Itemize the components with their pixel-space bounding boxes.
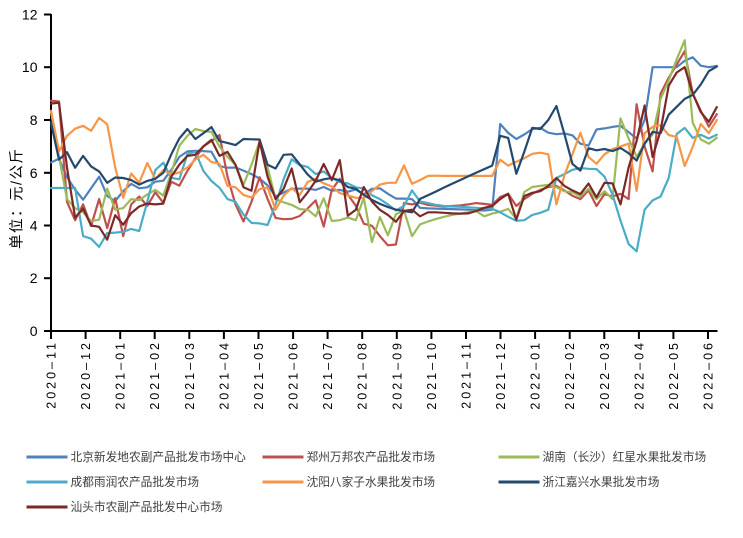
svg-text:2: 2: [30, 270, 38, 286]
svg-text:2021–05: 2021–05: [252, 340, 266, 410]
svg-text:郑州万邦农产品批发市场: 郑州万邦农产品批发市场: [307, 450, 436, 464]
svg-text:成都雨润农产品批发市场: 成都雨润农产品批发市场: [71, 475, 200, 489]
svg-text:2022–06: 2022–06: [702, 340, 716, 410]
svg-text:2021–08: 2021–08: [356, 340, 370, 410]
svg-text:2021–09: 2021–09: [390, 340, 404, 410]
svg-text:2021–10: 2021–10: [425, 340, 439, 410]
svg-text:2021–02: 2021–02: [148, 340, 162, 410]
svg-text:2020–12: 2020–12: [79, 340, 93, 410]
svg-text:2021–11: 2021–11: [460, 340, 474, 409]
svg-text:北京新发地农副产品批发市场中心: 北京新发地农副产品批发市场中心: [71, 450, 247, 464]
svg-text:汕头市农副产品批发中心市场: 汕头市农副产品批发中心市场: [71, 500, 223, 514]
svg-text:2021–03: 2021–03: [183, 340, 197, 410]
svg-text:4: 4: [30, 218, 38, 234]
svg-text:10: 10: [22, 59, 38, 75]
svg-text:12: 12: [22, 7, 38, 23]
svg-text:浙江嘉兴水果批发市场: 浙江嘉兴水果批发市场: [543, 475, 660, 489]
svg-text:2021–04: 2021–04: [217, 340, 231, 410]
svg-text:沈阳八家子水果批发市场: 沈阳八家子水果批发市场: [307, 475, 436, 489]
svg-text:2021–12: 2021–12: [494, 340, 508, 410]
svg-text:2020–11: 2020–11: [45, 340, 59, 409]
svg-text:2021–01: 2021–01: [114, 340, 128, 410]
svg-text:2021–06: 2021–06: [287, 340, 301, 410]
svg-text:2022–05: 2022–05: [667, 340, 681, 410]
svg-text:湖南（长沙）红星水果批发市场: 湖南（长沙）红星水果批发市场: [543, 450, 707, 464]
svg-text:6: 6: [30, 165, 38, 181]
svg-text:8: 8: [30, 112, 38, 128]
svg-text:0: 0: [30, 323, 38, 339]
svg-text:2022–03: 2022–03: [598, 340, 612, 410]
svg-text:单位：元/公斤: 单位：元/公斤: [9, 147, 26, 249]
svg-text:2022–04: 2022–04: [632, 340, 646, 410]
svg-text:2022–02: 2022–02: [563, 340, 577, 410]
svg-text:2022–01: 2022–01: [529, 340, 543, 410]
svg-text:2021–07: 2021–07: [321, 340, 335, 410]
